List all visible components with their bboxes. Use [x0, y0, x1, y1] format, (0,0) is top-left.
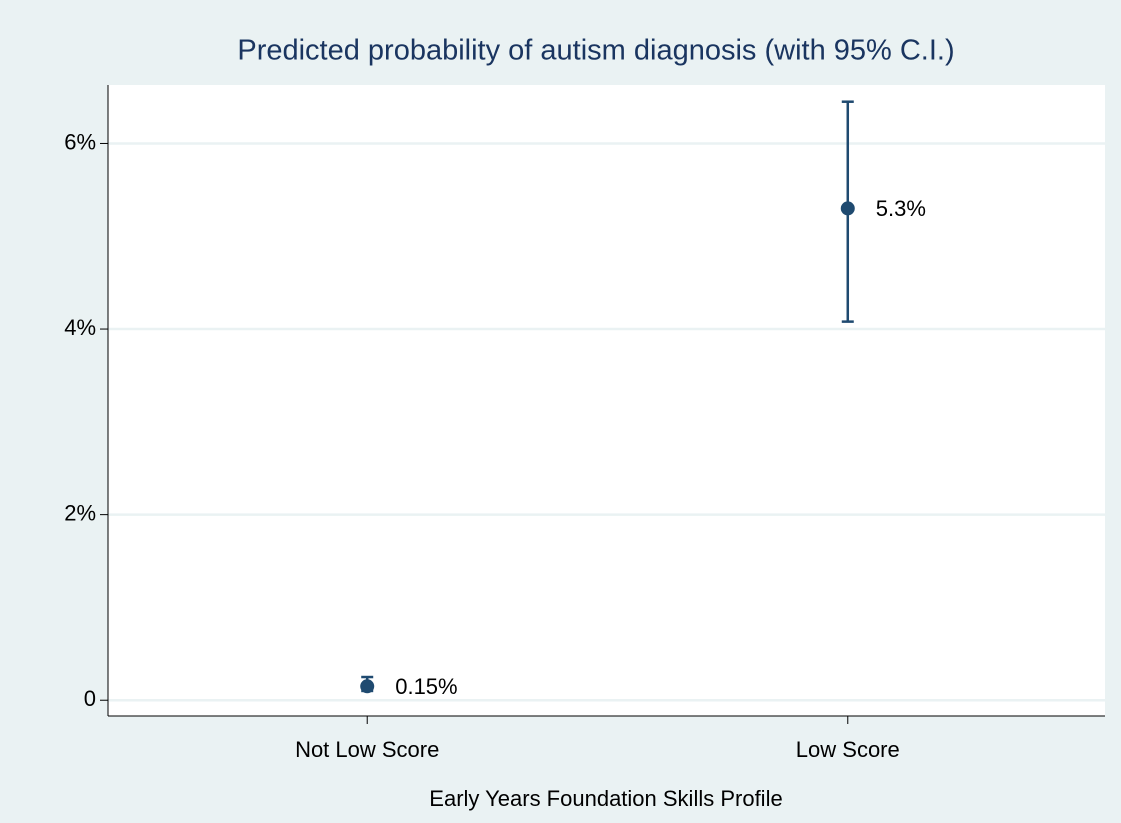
data-label: 0.15% [395, 674, 457, 699]
plot-area [108, 85, 1105, 716]
y-tick-label: 2% [64, 500, 96, 525]
point [840, 201, 855, 216]
x-axis-label: Early Years Foundation Skills Profile [429, 786, 782, 811]
x-tick-label: Not Low Score [295, 737, 439, 762]
data-label: 5.3% [876, 196, 926, 221]
x-tick-label: Low Score [796, 737, 900, 762]
point [360, 679, 375, 694]
chart-title: Predicted probability of autism diagnosi… [237, 35, 954, 67]
y-tick-label: 6% [64, 129, 96, 154]
y-tick-label: 0 [84, 686, 96, 711]
y-tick-label: 4% [64, 315, 96, 340]
